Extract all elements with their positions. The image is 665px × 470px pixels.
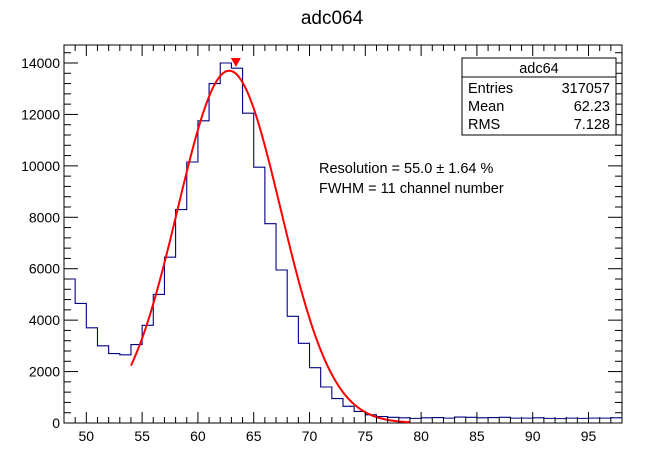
histogram-bin (466, 417, 477, 423)
y-tick-label: 14000 (21, 55, 60, 71)
histogram-bin (343, 406, 354, 423)
resolution-annotation: Resolution = 55.0 ± 1.64 % (319, 161, 494, 177)
y-tick-label: 8000 (29, 209, 60, 225)
x-tick-label: 50 (79, 428, 95, 444)
histogram-bin (86, 328, 97, 423)
stats-rms-value: 7.128 (574, 117, 610, 133)
x-tick-label: 80 (413, 428, 429, 444)
peak-marker-icon (230, 58, 241, 67)
y-tick-label: 6000 (29, 261, 60, 277)
histogram-bin (198, 121, 209, 423)
chart-title: adc064 (301, 8, 364, 29)
histogram-bin (220, 63, 231, 423)
histogram-bin (455, 417, 466, 423)
x-tick-label: 90 (525, 428, 541, 444)
y-tick-label: 0 (52, 415, 60, 431)
histogram-bin (432, 418, 443, 423)
histogram-bin (443, 418, 454, 423)
histogram-bin (209, 84, 220, 423)
histogram-bin (310, 368, 321, 423)
histogram-bin (164, 257, 175, 423)
histogram-bin (131, 345, 142, 423)
histogram-bin (577, 418, 588, 423)
stats-title: adc64 (519, 61, 559, 77)
histogram-bin (354, 411, 365, 423)
histogram-bin (187, 162, 198, 423)
histogram-bin (321, 387, 332, 423)
stats-entries-value: 317057 (562, 81, 610, 97)
x-tick-label: 65 (246, 428, 262, 444)
histogram-bin (522, 418, 533, 423)
histogram-bin (298, 343, 309, 423)
histogram-bin (600, 418, 611, 423)
stats-mean-label: Mean (468, 99, 504, 115)
y-tick-label: 4000 (29, 312, 60, 328)
histogram-bin (109, 354, 120, 423)
histogram-bin (499, 417, 510, 423)
histogram-bin (75, 303, 86, 423)
histogram-bin (287, 316, 298, 423)
stats-entries-label: Entries (468, 81, 513, 97)
histogram-bin (120, 355, 131, 423)
stats-mean-value: 62.23 (574, 99, 610, 115)
histogram-bin (477, 418, 488, 423)
x-tick-label: 60 (190, 428, 206, 444)
y-tick-label: 2000 (29, 364, 60, 380)
y-tick-label: 10000 (21, 158, 60, 174)
histogram-bin (533, 418, 544, 423)
histogram-bin (276, 270, 287, 423)
histogram-bin (589, 418, 600, 423)
stats-box: adc64 Entries 317057 Mean 62.23 RMS 7.12… (461, 57, 617, 136)
x-tick-label: 70 (302, 428, 318, 444)
histogram-bin (153, 294, 164, 423)
histogram-bin (410, 418, 421, 423)
histogram-bin (265, 224, 276, 423)
x-tick-label: 85 (469, 428, 485, 444)
histogram-bin (254, 167, 265, 423)
fwhm-annotation: FWHM = 11 channel number (319, 181, 504, 197)
histogram-bin (332, 399, 343, 423)
histogram-bin (544, 418, 555, 423)
gaussian-fit-line (130, 69, 411, 424)
histogram-bin (97, 346, 108, 423)
histogram-bin (555, 419, 566, 423)
histogram-bin (176, 210, 187, 423)
histogram-bin (566, 418, 577, 423)
histogram-bin (510, 418, 521, 423)
x-tick-label: 55 (134, 428, 150, 444)
histogram-bin (611, 418, 622, 423)
histogram-bin (142, 325, 153, 423)
x-tick-label: 95 (581, 428, 597, 444)
x-tick-label: 75 (358, 428, 374, 444)
stats-rms-label: RMS (468, 117, 500, 133)
histogram-bin (231, 68, 242, 423)
histogram-bin (488, 418, 499, 423)
histogram-bin (243, 113, 254, 423)
histogram-bin (421, 418, 432, 423)
y-tick-label: 12000 (21, 106, 60, 122)
